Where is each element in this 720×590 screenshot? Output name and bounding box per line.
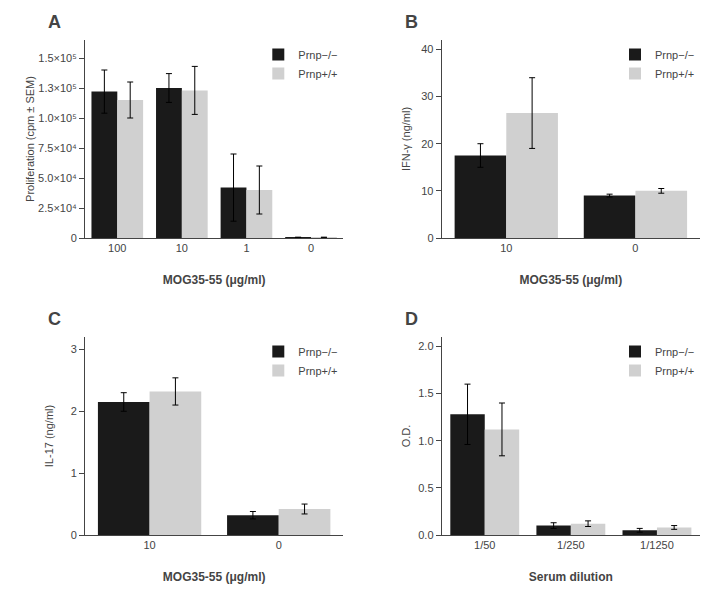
svg-text:5.0×10⁴: 5.0×10⁴	[38, 172, 77, 184]
svg-text:30: 30	[421, 90, 433, 102]
svg-text:0: 0	[308, 242, 314, 254]
svg-text:Prnp+/+: Prnp+/+	[655, 365, 694, 377]
svg-text:1: 1	[243, 242, 249, 254]
svg-text:Prnp−/−: Prnp−/−	[655, 49, 694, 61]
svg-text:100: 100	[108, 242, 126, 254]
svg-text:1: 1	[71, 467, 77, 479]
svg-text:0.5: 0.5	[418, 482, 433, 494]
svg-text:0: 0	[632, 242, 638, 254]
svg-text:1.3×10⁵: 1.3×10⁵	[38, 82, 77, 94]
svg-text:1/1250: 1/1250	[640, 539, 674, 551]
svg-text:Prnp−/−: Prnp−/−	[298, 346, 337, 358]
svg-text:0: 0	[71, 529, 77, 541]
svg-text:0: 0	[276, 539, 282, 551]
svg-text:Prnp−/−: Prnp−/−	[298, 49, 337, 61]
svg-text:Prnp+/+: Prnp+/+	[298, 365, 337, 377]
svg-text:0.0: 0.0	[418, 529, 433, 541]
svg-text:IFN-γ (ng/ml): IFN-γ (ng/ml)	[400, 107, 412, 171]
svg-text:0: 0	[427, 232, 433, 244]
svg-text:Prnp+/+: Prnp+/+	[298, 68, 337, 80]
svg-text:1.5×10⁵: 1.5×10⁵	[38, 52, 77, 64]
svg-text:7.5×10⁴: 7.5×10⁴	[38, 142, 77, 154]
svg-text:20: 20	[421, 138, 433, 150]
svg-text:1.0: 1.0	[418, 435, 433, 447]
svg-text:Prnp−/−: Prnp−/−	[655, 346, 694, 358]
svg-text:D: D	[405, 309, 418, 329]
svg-text:1.0×10⁵: 1.0×10⁵	[38, 112, 77, 124]
svg-text:40: 40	[421, 43, 433, 55]
svg-text:A: A	[48, 12, 61, 32]
svg-text:10: 10	[143, 539, 155, 551]
svg-text:1.5: 1.5	[418, 387, 433, 399]
svg-text:MOG35-55 (μg/ml): MOG35-55 (μg/ml)	[519, 273, 622, 287]
svg-text:10: 10	[421, 185, 433, 197]
svg-text:Prnp+/+: Prnp+/+	[655, 68, 694, 80]
svg-text:O.D.: O.D.	[400, 425, 412, 448]
svg-text:C: C	[48, 309, 61, 329]
svg-text:10: 10	[176, 242, 188, 254]
svg-text:1/50: 1/50	[474, 539, 495, 551]
svg-text:2.0: 2.0	[418, 340, 433, 352]
svg-text:MOG35-55 (μg/ml): MOG35-55 (μg/ml)	[163, 273, 266, 287]
svg-text:2: 2	[71, 405, 77, 417]
svg-text:1/250: 1/250	[557, 539, 585, 551]
svg-text:Serum dilution: Serum dilution	[529, 570, 613, 584]
svg-text:0: 0	[71, 232, 77, 244]
svg-text:10: 10	[500, 242, 512, 254]
svg-text:2.5×10⁴: 2.5×10⁴	[38, 202, 77, 214]
svg-text:MOG35-55 (μg/ml): MOG35-55 (μg/ml)	[163, 570, 266, 584]
svg-text:Proliferation (cpm ± SEM): Proliferation (cpm ± SEM)	[24, 76, 36, 202]
svg-text:IL-17 (ng/ml): IL-17 (ng/ml)	[43, 405, 55, 467]
svg-text:B: B	[405, 12, 418, 32]
svg-text:3: 3	[71, 343, 77, 355]
